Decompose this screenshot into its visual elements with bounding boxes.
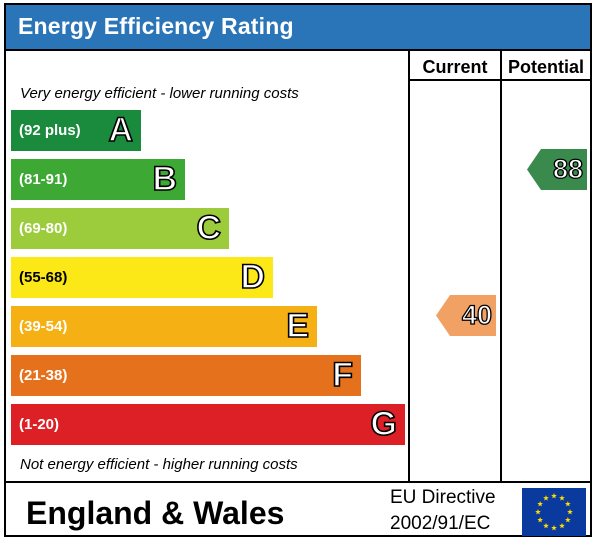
band-range-label: (1-20) [19, 416, 60, 433]
potential-column-left-border [500, 49, 502, 483]
current-rating-value: 40 [461, 299, 492, 330]
eu-star-icon [565, 501, 571, 507]
band-a: (92 plus) A [11, 110, 141, 151]
band-range-label: (55-68) [19, 269, 68, 286]
band-f: (21-38) F [11, 355, 361, 396]
band-letter: C [196, 208, 222, 248]
potential-rating-arrow: 88 [527, 149, 587, 190]
band-letter: G [370, 404, 398, 444]
band-letter: D [240, 257, 266, 297]
potential-column-header: Potential [507, 57, 584, 77]
header-divider [6, 49, 590, 51]
eu-directive-line2: 2002/91/EC [390, 513, 491, 534]
eu-directive-text: EU Directive 2002/91/EC [390, 485, 496, 537]
bottom-note: Not energy efficient - higher running co… [20, 456, 298, 473]
eu-star-icon [537, 517, 543, 523]
band-g: (1-20) G [11, 404, 405, 445]
band-range-label: (92 plus) [19, 122, 81, 139]
top-note: Very energy efficient - lower running co… [20, 85, 299, 102]
region-label: England & Wales [26, 495, 285, 531]
eu-star-icon [543, 522, 549, 529]
band-letter: B [152, 159, 178, 199]
eu-star-icon [559, 495, 565, 501]
eu-star-icon [537, 501, 543, 507]
band-b: (81-91) B [11, 159, 185, 200]
band-range-label: (39-54) [19, 318, 68, 335]
footer-divider [6, 481, 590, 483]
band-range-label: (21-38) [19, 367, 68, 384]
current-arrow-shape [436, 295, 496, 336]
eu-star-icon [551, 493, 557, 499]
band-range-label: (81-91) [19, 171, 68, 188]
energy-rating-chart: Energy Efficiency Rating Current Potenti… [4, 3, 592, 537]
eu-star-icon [559, 522, 565, 529]
band-c: (69-80) C [11, 208, 229, 249]
band-letter: F [331, 355, 353, 395]
current-rating-arrow: 40 [436, 295, 496, 336]
eu-flag-icon [522, 488, 586, 536]
eu-star-icon [567, 509, 573, 515]
eu-star-icon [565, 517, 571, 523]
eu-stars [535, 493, 573, 531]
column-head-divider [408, 79, 590, 81]
band-letter: E [286, 306, 310, 346]
current-column-header: Current [422, 57, 488, 77]
eu-star-icon [543, 495, 549, 501]
potential-rating-value: 88 [552, 153, 583, 184]
band-d: (55-68) D [11, 257, 273, 298]
header-bar: Energy Efficiency Rating [6, 5, 590, 49]
band-letter: A [108, 110, 134, 150]
eu-directive-line1: EU Directive [390, 487, 496, 508]
potential-arrow-shape [527, 149, 587, 190]
current-column-left-border [408, 49, 410, 483]
chart-title: Energy Efficiency Rating [18, 13, 294, 39]
eu-star-icon [551, 525, 557, 531]
band-range-label: (69-80) [19, 220, 68, 237]
band-e: (39-54) E [11, 306, 317, 347]
eu-star-icon [535, 509, 541, 515]
